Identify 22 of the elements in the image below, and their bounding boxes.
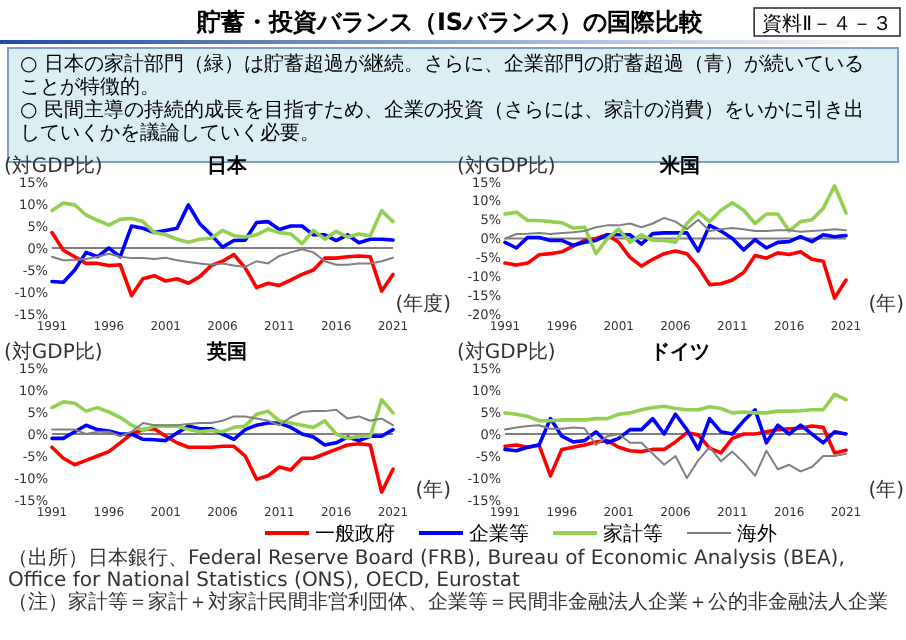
y-axis-title: (対GDP比) — [4, 154, 103, 178]
legend-label: 家計等 — [603, 522, 663, 546]
legend-label: 一般政府 — [315, 522, 395, 546]
text: 資料Ⅱ－４－３ — [762, 12, 892, 36]
x-axis-title: (年) — [868, 292, 905, 316]
y-axis-title: (対GDP比) — [457, 340, 556, 364]
text: ○ 民間主導の持続的成長を目指すため、企業の投資（さらには、家計の消費）をいかに引き出していくかを議論していく必要。 — [20, 98, 864, 145]
y-axis-title: (対GDP比) — [457, 154, 556, 178]
y-axis-title: (対GDP比) — [4, 340, 103, 364]
x-axis-title: (年度) — [395, 292, 452, 316]
text: （注）家計等＝家計＋対家計民間非営利団体、企業等＝民間非金融法人企業＋公的非金融法人企業 — [8, 590, 888, 614]
chart-title: ドイツ — [649, 342, 710, 364]
text: 貯蓄・投資バランス（ISバランス）の国際比較 — [194, 8, 706, 36]
legend-label: 海外 — [737, 522, 777, 546]
chart-title: 日本 — [206, 154, 249, 178]
text: ○ 日本の家計部門（緑）は貯蓄超過が継続。さらに、企業部門の貯蓄超過（青）が続いていることが特徴的。 — [20, 52, 864, 99]
x-axis-title: (年) — [415, 478, 452, 502]
x-axis-title: (年) — [868, 478, 905, 502]
legend-label: 企業等 — [469, 522, 529, 546]
chart-title: 米国 — [657, 154, 700, 178]
chart-title: 英国 — [204, 340, 247, 364]
text: （出所）日本銀行、Federal Reserve Board (FRB), Bureau of Economic Analysis (BEA), Office for National Statistics (ONS), OECD, Eurostat — [8, 546, 845, 592]
